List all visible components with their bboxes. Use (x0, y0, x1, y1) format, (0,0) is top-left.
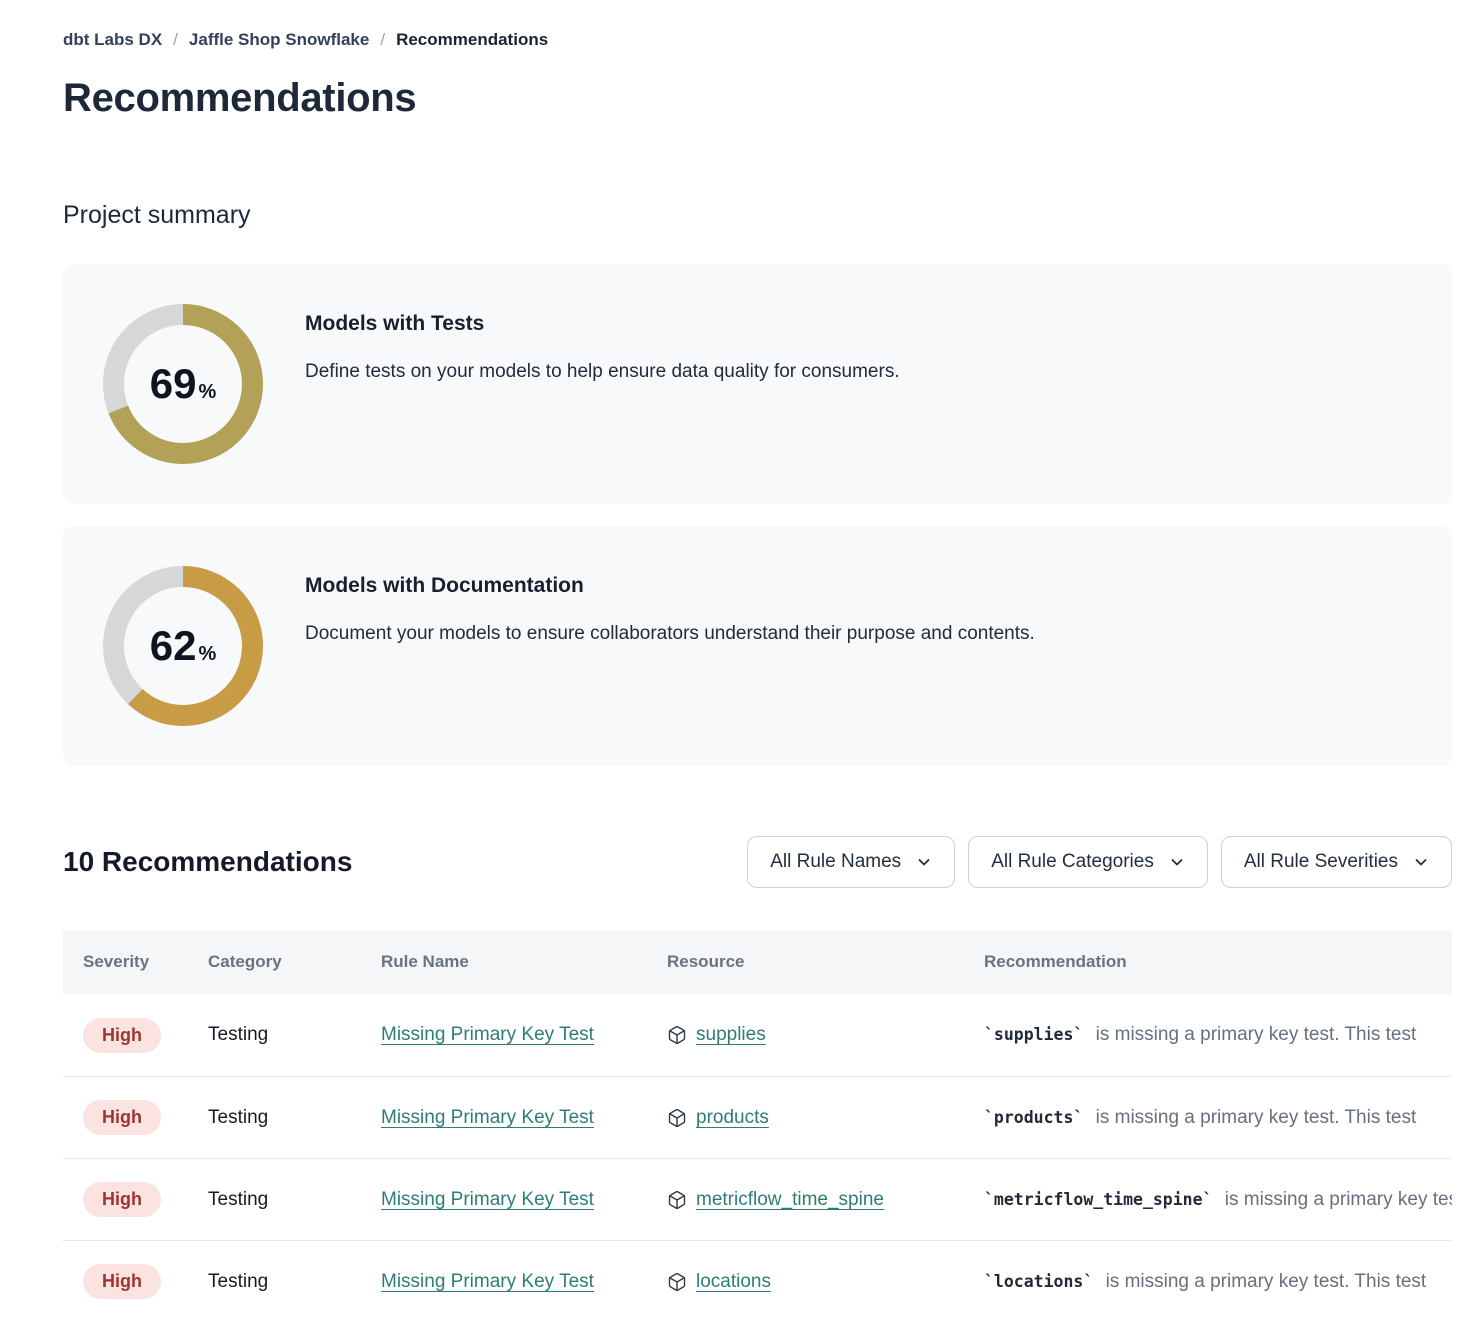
category-cell: Testing (208, 1188, 269, 1210)
rule-name-link[interactable]: Missing Primary Key Test (381, 1106, 594, 1128)
filter-bar: All Rule Names All Rule Categories All R… (747, 836, 1452, 888)
donut-percent-sign: % (198, 381, 217, 403)
column-header-category: Category (208, 952, 282, 971)
model-cube-icon (667, 1108, 687, 1128)
filter-label: All Rule Names (770, 851, 902, 872)
resource-cell: locations (667, 1271, 984, 1293)
table-row: High Testing Missing Primary Key Test lo… (63, 1240, 1452, 1322)
category-cell: Testing (208, 1270, 269, 1292)
resource-link[interactable]: metricflow_time_spine (696, 1188, 884, 1210)
rule-severities-filter-dropdown[interactable]: All Rule Severities (1220, 836, 1452, 888)
column-header-rule-name: Rule Name (381, 952, 469, 971)
recommendation-text: is missing a primary key test. This test (1095, 1024, 1417, 1045)
category-cell: Testing (208, 1106, 269, 1128)
card-description: Document your models to ensure collabora… (305, 623, 1035, 644)
recommendations-table: Severity Category Rule Name Resource Rec… (63, 930, 1452, 1322)
project-summary-heading: Project summary (63, 201, 251, 229)
resource-link[interactable]: locations (696, 1270, 771, 1292)
table-row: High Testing Missing Primary Key Test pr… (63, 1076, 1452, 1158)
rule-names-filter-dropdown[interactable]: All Rule Names (747, 836, 956, 888)
summary-card-models-with-tests: 69 % Models with Tests Define tests on y… (63, 264, 1452, 504)
severity-cell: High (83, 1100, 208, 1135)
rule-name-link[interactable]: Missing Primary Key Test (381, 1188, 594, 1210)
column-header-severity: Severity (83, 952, 150, 971)
table-row: High Testing Missing Primary Key Test su… (63, 994, 1452, 1076)
card-text: Models with Tests Define tests on your m… (305, 264, 900, 504)
breadcrumb-separator: / (380, 30, 386, 49)
card-description: Define tests on your models to help ensu… (305, 361, 900, 382)
summary-card-models-with-documentation: 62 % Models with Documentation Document … (63, 526, 1452, 766)
breadcrumb-item-account[interactable]: dbt Labs DX (63, 30, 163, 49)
recommendation-cell: `locations` is missing a primary key tes… (984, 1271, 1452, 1293)
column-header-resource: Resource (667, 952, 745, 971)
rule-name-link[interactable]: Missing Primary Key Test (381, 1024, 594, 1045)
severity-cell: High (83, 1182, 208, 1217)
resource-cell: supplies (667, 1024, 984, 1046)
breadcrumb-item-current: Recommendations (396, 30, 549, 49)
chevron-down-icon (1413, 854, 1429, 870)
rule-name-cell: Missing Primary Key Test (381, 1271, 667, 1293)
rule-name-link[interactable]: Missing Primary Key Test (381, 1270, 594, 1292)
breadcrumb-item-project[interactable]: Jaffle Shop Snowflake (188, 30, 370, 49)
recommendations-count-heading: 10 Recommendations (63, 846, 353, 877)
recommendation-text: is missing a primary key test. This test (1224, 1188, 1452, 1210)
resource-link[interactable]: supplies (696, 1024, 766, 1045)
severity-badge: High (83, 1017, 161, 1053)
severity-badge: High (83, 1182, 161, 1217)
resource-link[interactable]: products (696, 1106, 769, 1128)
donut-percent-value: 69 (149, 360, 197, 407)
column-header-recommendation: Recommendation (984, 952, 1127, 971)
recommendation-code: `metricflow_time_spine` (984, 1189, 1213, 1209)
filter-label: All Rule Categories (991, 851, 1154, 872)
model-cube-icon (667, 1190, 687, 1210)
recommendation-text: is missing a primary key test. This test (1095, 1106, 1417, 1128)
rule-name-cell: Missing Primary Key Test (381, 1189, 667, 1211)
breadcrumb-separator: / (173, 30, 178, 49)
rule-categories-filter-dropdown[interactable]: All Rule Categories (968, 836, 1208, 888)
severity-cell: High (83, 1264, 208, 1299)
severity-badge: High (83, 1264, 161, 1299)
table-row: High Testing Missing Primary Key Test me… (63, 1158, 1452, 1240)
donut-percent-label: 62 % (103, 566, 263, 726)
filter-label: All Rule Severities (1243, 851, 1398, 872)
main-content: dbt Labs DX / Jaffle Shop Snowflake / Re… (63, 0, 1452, 1322)
donut-percent-label: 69 % (103, 304, 263, 464)
category-cell: Testing (208, 1024, 269, 1045)
page-title: Recommendations (63, 76, 417, 120)
recommendation-code: `locations` (984, 1271, 1094, 1291)
rule-name-cell: Missing Primary Key Test (381, 1107, 667, 1129)
resource-cell: metricflow_time_spine (667, 1189, 984, 1211)
recommendation-cell: `supplies` is missing a primary key test… (984, 1024, 1452, 1046)
recommendation-code: `supplies` (984, 1025, 1084, 1044)
tests-coverage-donut-chart: 69 % (103, 304, 263, 464)
recommendation-cell: `metricflow_time_spine` is missing a pri… (984, 1189, 1452, 1211)
donut-percent-value: 62 (149, 622, 197, 669)
card-title: Models with Tests (305, 312, 485, 335)
model-cube-icon (667, 1272, 687, 1292)
breadcrumb: dbt Labs DX / Jaffle Shop Snowflake / Re… (63, 0, 1452, 50)
recommendation-cell: `products` is missing a primary key test… (984, 1107, 1452, 1129)
severity-badge: High (83, 1100, 161, 1135)
rule-name-cell: Missing Primary Key Test (381, 1024, 667, 1046)
chevron-down-icon (916, 854, 932, 870)
documentation-coverage-donut-chart: 62 % (103, 566, 263, 726)
table-header-row: Severity Category Rule Name Resource Rec… (63, 930, 1452, 994)
resource-cell: products (667, 1107, 984, 1129)
donut-percent-sign: % (198, 643, 217, 665)
recommendations-list-header: 10 Recommendations All Rule Names All Ru… (63, 836, 1452, 888)
card-text: Models with Documentation Document your … (305, 526, 1035, 766)
model-cube-icon (667, 1025, 687, 1045)
chevron-down-icon (1169, 854, 1185, 870)
table-body: High Testing Missing Primary Key Test su… (63, 994, 1452, 1322)
recommendation-code: `products` (984, 1107, 1084, 1127)
recommendation-text: is missing a primary key test. This test (1105, 1270, 1427, 1292)
severity-cell: High (83, 1017, 208, 1053)
card-title: Models with Documentation (305, 574, 584, 597)
